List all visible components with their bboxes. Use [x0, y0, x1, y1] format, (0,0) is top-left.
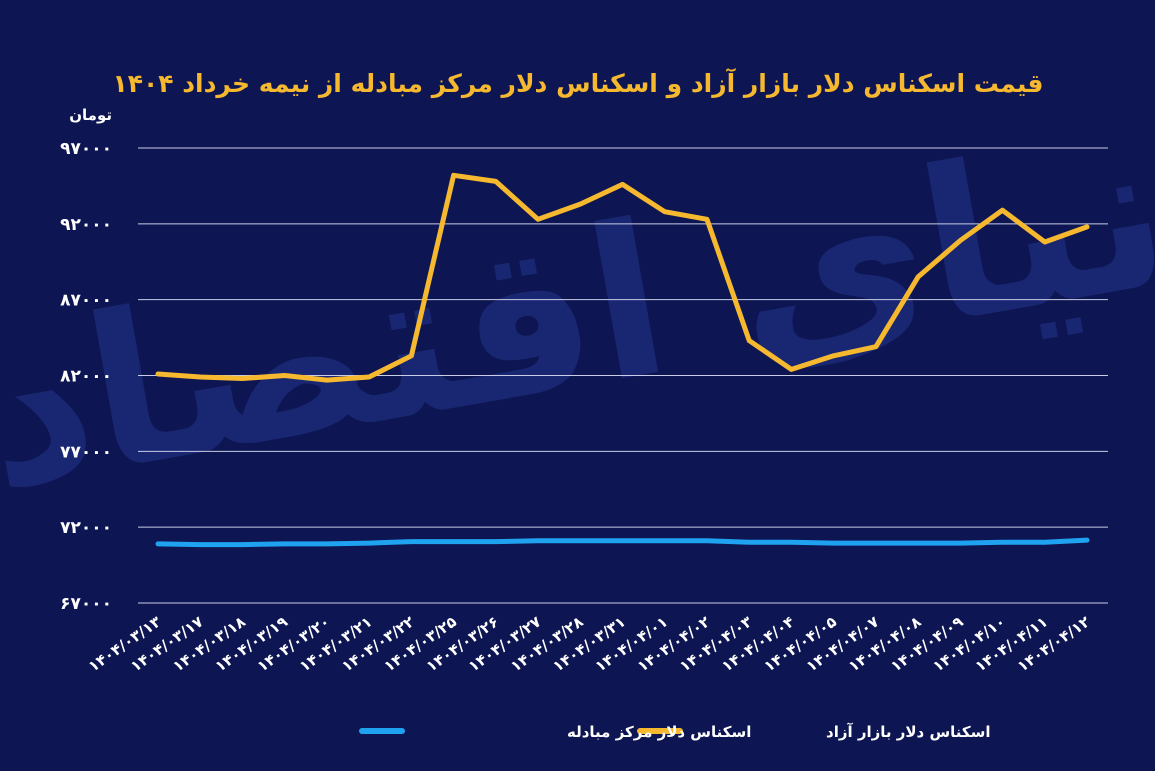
legend: اسکناس دلار بازار آزاد اسکناس دلار مرکز …: [359, 723, 991, 741]
legend-label-free-market: اسکناس دلار بازار آزاد: [826, 723, 991, 741]
y-tick-label: ۷۷۰۰۰: [60, 442, 112, 462]
y-axis-unit-label: تومان: [69, 106, 112, 124]
y-tick-label: ۹۲۰۰۰: [60, 215, 112, 235]
y-tick-label: ۸۷۰۰۰: [60, 291, 112, 311]
watermark-logo: دنیای اقتصاد: [0, 70, 1155, 538]
series-line-free-market: [155, 172, 1090, 383]
legend-label-exchange-center: اسکناس دلار مرکز مبادله: [567, 723, 751, 741]
y-tick-label: ۷۲۰۰۰: [60, 518, 112, 538]
y-tick-label: ۶۷۰۰۰: [60, 594, 112, 614]
x-axis-ticks: ۱۴۰۴/۰۳/۱۳۱۴۰۴/۰۳/۱۷۱۴۰۴/۰۳/۱۸۱۴۰۴/۰۳/۱۹…: [85, 613, 1093, 676]
y-tick-label: ۸۲۰۰۰: [60, 367, 112, 387]
series-lines: [155, 172, 1090, 548]
series-line-exchange-center: [155, 537, 1090, 548]
y-axis-ticks: ۹۷۰۰۰ ۹۲۰۰۰ ۸۷۰۰۰ ۸۲۰۰۰ ۷۷۰۰۰ ۷۲۰۰۰ ۶۷۰۰۰: [60, 139, 112, 614]
chart-title: قیمت اسکناس دلار بازار آزاد و اسکناس دلا…: [112, 68, 1043, 99]
y-tick-label: ۹۷۰۰۰: [60, 139, 112, 159]
